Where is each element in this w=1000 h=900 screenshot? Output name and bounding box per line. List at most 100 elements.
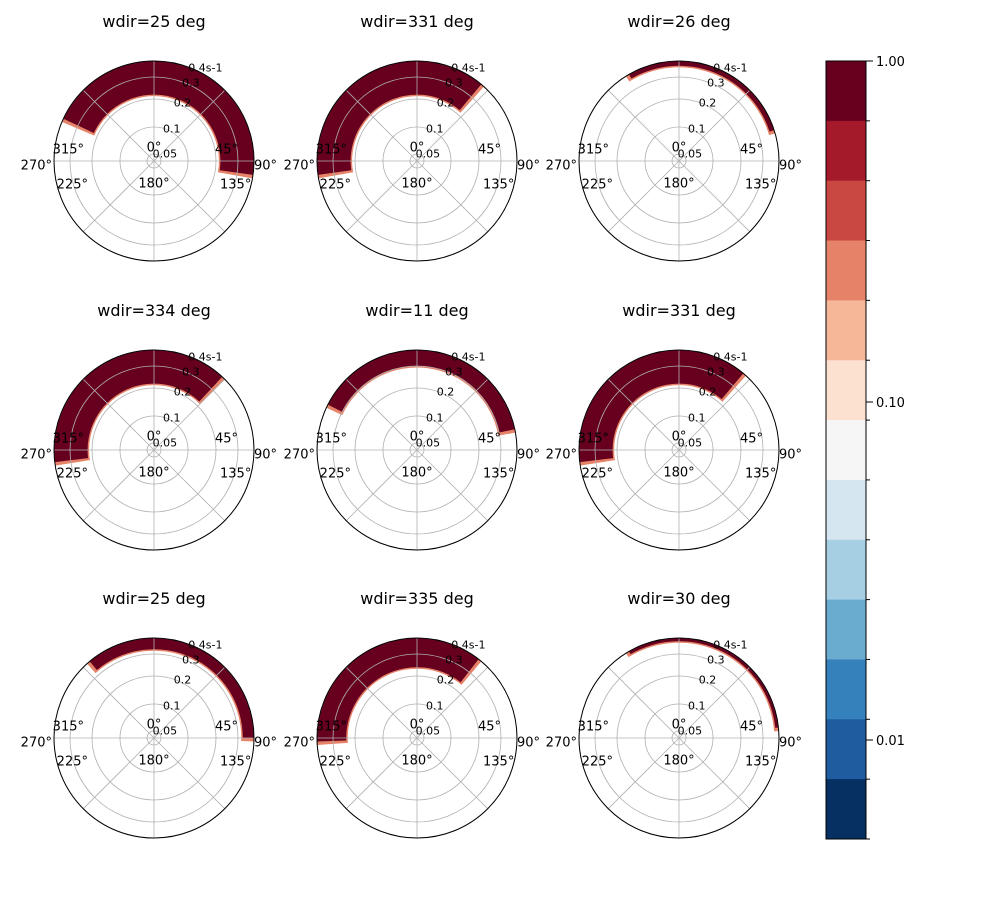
- r-tick-label: 0.3: [707, 76, 725, 89]
- theta-gridline: [153, 379, 225, 451]
- theta-tick-label: 225°: [57, 755, 88, 770]
- contour-core: [63, 61, 254, 175]
- r-tick-label: 0.4s-1: [451, 62, 485, 75]
- theta-tick-label: 180°: [401, 466, 432, 481]
- r-tick-label: 0.3: [182, 653, 200, 666]
- theta-gridline: [416, 160, 488, 232]
- panel-title: wdir=30 deg: [627, 589, 730, 608]
- r-tick-label: 0.3: [445, 653, 463, 666]
- theta-tick-label: 45°: [215, 432, 238, 447]
- colorbar-segment: [826, 420, 866, 481]
- r-tick-label: 0.05: [678, 725, 703, 738]
- contour-core: [629, 61, 775, 132]
- contour-core: [89, 638, 254, 738]
- theta-tick-label: 270°: [21, 448, 52, 463]
- theta-tick-label: 225°: [582, 178, 613, 193]
- panel-title: wdir=335 deg: [360, 589, 473, 608]
- r-tick-label: 0.05: [416, 437, 441, 450]
- r-tick-label: 0.05: [416, 148, 441, 161]
- theta-tick-label: 270°: [284, 159, 315, 174]
- colorbar-segment: [826, 539, 866, 601]
- r-tick-label: 0.05: [153, 437, 178, 450]
- polar-panel: 0.05 0.1 0.2 0.30.4s-1 0° 45° 90°135° 180° 225° 2…: [546, 301, 802, 551]
- theta-gridline: [346, 90, 418, 162]
- panel-title: wdir=25 deg: [102, 589, 205, 608]
- panel-title: wdir=331 deg: [360, 12, 473, 31]
- theta-tick-label: 0°: [410, 718, 425, 733]
- theta-tick-label: 45°: [478, 432, 501, 447]
- theta-gridline: [608, 90, 680, 162]
- theta-gridline: [678, 449, 750, 521]
- theta-tick-label: 0°: [147, 141, 162, 156]
- colorbar-segment: [826, 779, 866, 840]
- r-tick-label: 0.2: [699, 674, 717, 687]
- panel-title: wdir=26 deg: [627, 12, 730, 31]
- polar-panel: 0.05 0.1 0.2 0.30.4s-1 0° 45° 90°135° 180° 225° 2…: [284, 12, 540, 262]
- theta-tick-label: 225°: [582, 467, 613, 482]
- r-tick-label: 0.3: [445, 76, 463, 89]
- contour-core: [629, 638, 779, 728]
- theta-tick-label: 180°: [663, 754, 694, 769]
- theta-tick-label: 225°: [320, 178, 351, 193]
- theta-tick-label: 135°: [483, 467, 514, 482]
- r-tick-label: 0.1: [163, 412, 181, 425]
- theta-gridline: [346, 449, 418, 521]
- theta-gridline: [153, 667, 225, 739]
- theta-gridline: [83, 667, 155, 739]
- theta-tick-label: 135°: [745, 467, 776, 482]
- theta-gridline: [83, 160, 155, 232]
- theta-tick-label: 90°: [254, 448, 277, 463]
- polar-panel: 0.05 0.1 0.2 0.30.4s-1 0° 45° 90°135° 180° 225° 2…: [284, 301, 540, 551]
- theta-tick-label: 0°: [672, 718, 687, 733]
- r-tick-label: 0.05: [416, 725, 441, 738]
- colorbar-segment: [826, 61, 866, 122]
- panel-title: wdir=25 deg: [102, 12, 205, 31]
- r-tick-label: 0.1: [688, 700, 706, 713]
- theta-tick-label: 135°: [220, 755, 251, 770]
- theta-tick-label: 270°: [284, 736, 315, 751]
- theta-tick-label: 270°: [546, 448, 577, 463]
- theta-gridline: [346, 160, 418, 232]
- polar-frame: [578, 60, 780, 262]
- theta-tick-label: 45°: [740, 720, 763, 735]
- theta-tick-label: 0°: [672, 141, 687, 156]
- theta-tick-label: 180°: [401, 754, 432, 769]
- theta-gridline: [83, 737, 155, 809]
- theta-tick-label: 135°: [483, 755, 514, 770]
- theta-tick-label: 45°: [740, 143, 763, 158]
- theta-tick-label: 315°: [53, 432, 84, 447]
- theta-tick-label: 270°: [546, 159, 577, 174]
- theta-tick-label: 225°: [57, 178, 88, 193]
- theta-tick-label: 315°: [53, 143, 84, 158]
- theta-gridline: [153, 90, 225, 162]
- polar-frame: [316, 349, 518, 551]
- r-tick-label: 0.1: [163, 700, 181, 713]
- r-tick-label: 0.2: [699, 97, 717, 110]
- theta-gridline: [346, 737, 418, 809]
- r-tick-label: 0.3: [182, 365, 200, 378]
- r-tick-label: 0.2: [699, 386, 717, 399]
- theta-tick-label: 45°: [215, 720, 238, 735]
- r-tick-label: 0.2: [174, 386, 192, 399]
- colorbar-tick-label: 0.10: [876, 396, 905, 411]
- polar-frame: [316, 60, 518, 262]
- colorbar-tick-label: 0.01: [876, 734, 905, 749]
- theta-gridline: [416, 379, 488, 451]
- colorbar-segment: [826, 120, 866, 182]
- theta-gridline: [608, 737, 680, 809]
- theta-tick-label: 135°: [745, 755, 776, 770]
- theta-gridline: [678, 667, 750, 739]
- r-tick-label: 0.1: [688, 123, 706, 136]
- polar-panel: 0.05 0.1 0.2 0.30.4s-1 0° 45° 90°135° 180° 225° 2…: [284, 589, 540, 839]
- theta-gridline: [83, 449, 155, 521]
- colorbar-segment: [826, 180, 866, 242]
- theta-tick-label: 270°: [284, 448, 315, 463]
- theta-tick-label: 315°: [578, 432, 609, 447]
- theta-gridline: [678, 90, 750, 162]
- theta-tick-label: 225°: [582, 755, 613, 770]
- theta-tick-label: 180°: [663, 177, 694, 192]
- r-tick-label: 0.3: [707, 365, 725, 378]
- theta-tick-label: 315°: [578, 143, 609, 158]
- contour-core: [317, 637, 479, 742]
